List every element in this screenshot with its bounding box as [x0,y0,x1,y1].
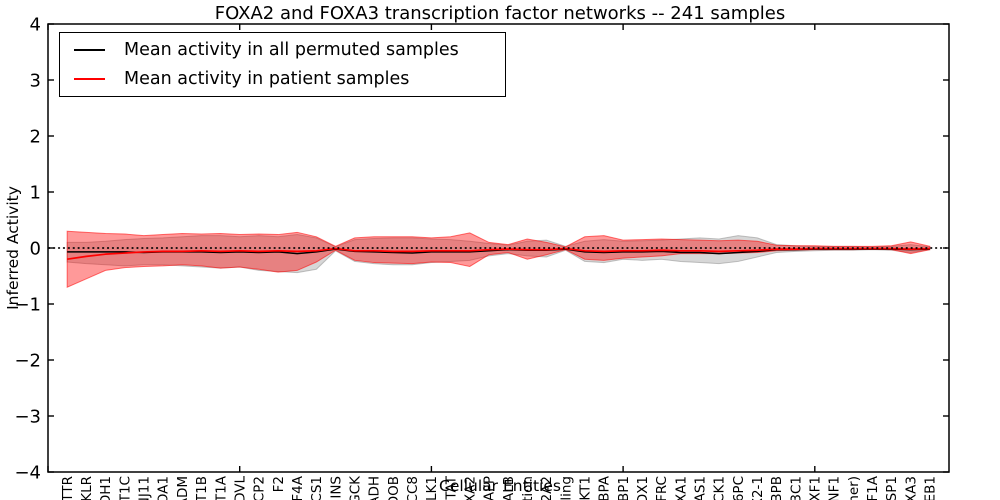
y-tick-label: 2 [30,126,41,147]
x-tick-label: HADH [367,476,383,500]
y-tick-label: −2 [14,350,41,371]
x-tick-label: CEBPA [597,475,613,500]
y-tick-label: −3 [14,406,41,427]
x-tick-label: HNF1A [865,475,881,500]
x-tick-label: PCK1 [712,476,728,500]
x-tick-label: ALB [501,476,517,500]
x-tick-label: FOXA1 [673,476,689,500]
x-tick-label: KCNJ11 [137,476,153,500]
x-tick-label: PDX1 [635,476,651,500]
x-tick-label: response to starvation [520,476,536,500]
x-tick-label: TTR [60,476,76,500]
legend: Mean activity in all permuted samples Me… [59,32,506,97]
x-tick-label: PKLR [79,476,95,500]
x-tick-label: SP1 [884,476,900,500]
x-tick-label: APOA1 [156,476,172,500]
x-tick-label: FOXF1 [808,476,824,500]
x-tick-label: CEBPB [769,476,785,500]
y-axis-label: Inferred Activity [4,186,22,310]
legend-label-permuted: Mean activity in all permuted samples [124,40,459,61]
legend-item-patient: Mean activity in patient samples [60,66,505,92]
x-tick-label: DLK1 [424,476,440,500]
y-tick-label: 0 [30,238,41,259]
legend-line-sample-black [74,49,105,52]
x-tick-label: HMGCS1 [309,476,325,500]
x-tick-label: FOXA2 [462,476,478,500]
x-tick-label: AFP [482,476,498,500]
x-tick-label: IGFBP1 [616,476,632,500]
patient-mean-line [67,247,930,261]
x-tick-label: BDH1 [98,476,114,500]
x-tick-label: NF1 [827,476,843,500]
x-tick-label: GCK [347,475,363,500]
x-tick-label: G6PC [731,476,747,500]
x-axis-label: Cellular Entities [439,477,561,495]
y-tick-label: −4 [14,462,41,483]
x-tick-label: HNF4A [290,475,306,500]
y-tick-label: 4 [30,14,41,35]
legend-item-permuted: Mean activity in all permuted samples [60,37,505,63]
x-tick-label: ACADVL [232,476,248,500]
x-tick-label: NKX2-1 [750,476,766,500]
x-tick-label: FOXA3 [903,476,919,500]
x-tick-label: AKT1 [577,476,593,500]
x-tick-label: CPT1C [117,476,133,500]
x-tick-label: TAT [443,475,459,500]
x-tick-label: UCP2 [252,476,268,500]
x-tick-label: INS [328,476,344,499]
x-tick-label: CREB1 [923,476,939,500]
legend-label-patient: Mean activity in patient samples [124,68,410,89]
x-tick-label: ACADM [175,476,191,500]
x-tick-label: CPT1A [213,475,229,500]
y-tick-label: 1 [30,182,41,203]
y-tick-label: −1 [14,294,41,315]
legend-line-sample-red [74,77,105,80]
x-tick-label: SLC2A2 [539,476,555,500]
x-tick-label: chromatin remodeling [558,476,574,500]
x-tick-label: F2 [271,476,287,492]
x-tick-label: CPT1B [194,476,210,500]
chart-title: FOXA2 and FOXA3 transcription factor net… [214,3,786,24]
x-tick-label: ALDOB [386,476,402,500]
patient-band [66,230,931,288]
x-tick-label: NR3C1 [788,476,804,500]
y-tick-label: 3 [30,70,41,91]
x-tick-label: HNF1A (dimer) [846,476,862,500]
x-tick-label: TFRC [654,476,670,500]
x-tick-label: ABCC8 [405,476,421,500]
x-tick-label: ALAS1 [693,476,709,500]
